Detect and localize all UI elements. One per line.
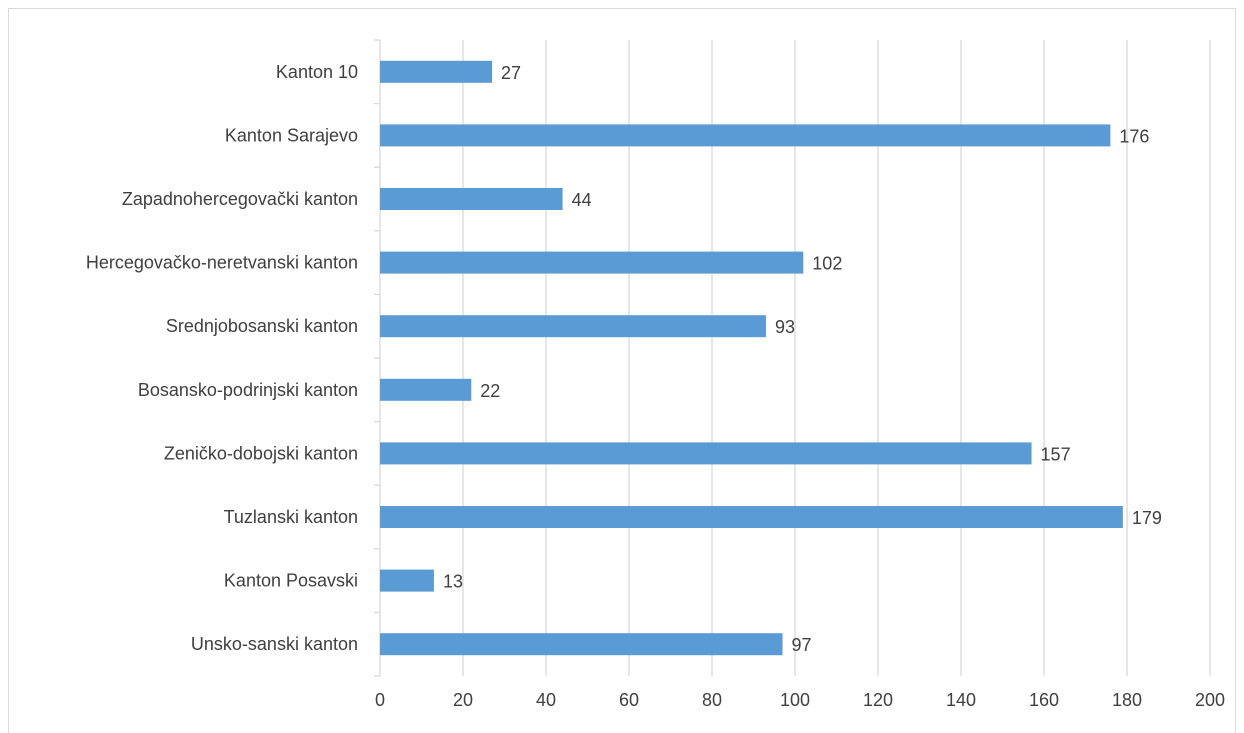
data-label: 157 (1041, 444, 1071, 464)
data-label: 97 (792, 635, 812, 655)
data-label: 93 (775, 317, 795, 337)
x-tick-label: 0 (375, 690, 385, 710)
bar (380, 60, 493, 83)
bar (380, 569, 434, 592)
y-axis (374, 39, 381, 677)
category-label: Zapadnohercegovački kanton (122, 189, 358, 209)
category-label: Srednjobosanski kanton (166, 316, 358, 336)
data-label: 179 (1132, 508, 1162, 528)
bars (380, 60, 1123, 656)
bar (380, 378, 472, 401)
x-tick-label: 140 (946, 690, 976, 710)
x-tick-label: 160 (1029, 690, 1059, 710)
labels: 0 20 40 60 80 100 120 140 160 180 200 Unsko-sanski … (86, 62, 1225, 710)
category-label: Kanton Sarajevo (225, 125, 358, 145)
bar (380, 633, 783, 656)
category-label: Unsko-sanski kanton (191, 634, 358, 654)
x-tick-label: 40 (536, 690, 556, 710)
x-tick-label: 60 (619, 690, 639, 710)
data-label: 176 (1119, 126, 1149, 146)
bar (380, 251, 804, 274)
x-tick-label: 180 (1112, 690, 1142, 710)
bar (380, 442, 1032, 465)
x-tick-label: 20 (453, 690, 473, 710)
bar (380, 315, 766, 338)
x-tick-label: 80 (702, 690, 722, 710)
x-tick-label: 200 (1195, 690, 1225, 710)
data-label: 102 (812, 254, 842, 274)
bar (380, 188, 563, 210)
x-tick-label: 100 (780, 690, 810, 710)
category-label: Hercegovačko-neretvanski kanton (86, 253, 358, 273)
category-label: Kanton 10 (276, 62, 358, 82)
x-tick-label: 120 (863, 690, 893, 710)
bar (380, 124, 1111, 147)
category-label: Bosansko-podrinjski kanton (138, 380, 358, 400)
data-label: 22 (480, 381, 500, 401)
bar (380, 506, 1123, 528)
data-label: 27 (501, 63, 521, 83)
data-label: 44 (572, 190, 592, 210)
data-label: 13 (443, 572, 463, 592)
category-label: Kanton Posavski (224, 571, 358, 591)
category-label: Zeničko-dobojski kanton (164, 443, 358, 463)
category-label: Tuzlanski kanton (224, 507, 358, 527)
